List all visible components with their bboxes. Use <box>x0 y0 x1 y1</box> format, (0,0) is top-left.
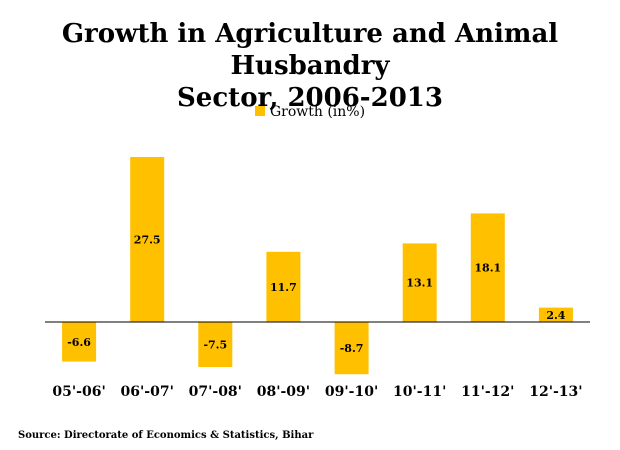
source-note: Source: Directorate of Economics & Stati… <box>18 430 314 441</box>
data-label-4: -8.7 <box>340 342 364 355</box>
bar-5 <box>402 243 437 322</box>
data-label-5: 13.1 <box>406 277 433 290</box>
bar-2 <box>198 322 233 367</box>
legend: Growth (in%) <box>0 104 620 120</box>
category-label-5: 10'-11' <box>393 384 446 400</box>
data-label-6: 18.1 <box>474 262 501 275</box>
category-label-2: 07'-08' <box>189 384 242 400</box>
category-label-3: 08'-09' <box>257 384 310 400</box>
category-label-0: 05'-06' <box>52 384 105 400</box>
data-label-1: 27.5 <box>134 234 161 247</box>
bar-4 <box>334 322 369 375</box>
data-label-7: 2.4 <box>546 309 565 322</box>
bar-7 <box>538 307 573 322</box>
chart-title: Growth in Agriculture and Animal Husband… <box>61 19 559 113</box>
bar-0 <box>62 322 97 362</box>
category-label-4: 09'-10' <box>325 384 378 400</box>
category-label-1: 06'-07' <box>121 384 174 400</box>
bar-6 <box>470 213 505 322</box>
category-label-6: 11'-12' <box>461 384 514 400</box>
bar-1 <box>130 157 165 322</box>
data-label-2: -7.5 <box>203 339 227 352</box>
legend-swatch <box>254 106 265 116</box>
bar-3 <box>266 251 301 322</box>
data-label-0: -6.6 <box>67 336 91 349</box>
category-label-7: 12'-13' <box>529 384 582 400</box>
legend-label: Growth (in%) <box>269 104 366 120</box>
data-label-3: 11.7 <box>270 281 297 294</box>
